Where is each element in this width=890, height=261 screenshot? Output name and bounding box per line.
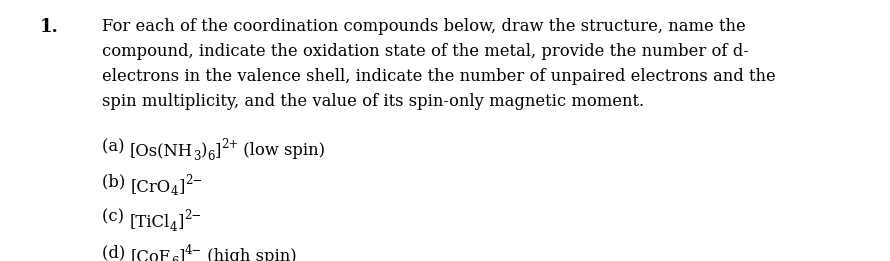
Text: [CoF: [CoF: [131, 248, 171, 261]
Text: 3: 3: [193, 150, 200, 163]
Text: (c): (c): [102, 209, 130, 226]
Text: ]: ]: [177, 213, 183, 230]
Text: (high spin): (high spin): [202, 248, 297, 261]
Text: 4: 4: [171, 186, 179, 198]
Text: 6: 6: [171, 256, 179, 261]
Text: [Os(NH: [Os(NH: [130, 143, 193, 159]
Text: 2+: 2+: [221, 138, 239, 151]
Text: 6: 6: [207, 150, 214, 163]
Text: [TiCl: [TiCl: [130, 213, 170, 230]
Text: 2−: 2−: [185, 174, 202, 187]
Text: ]: ]: [179, 248, 185, 261]
Text: 1.: 1.: [40, 18, 59, 36]
Text: [CrO: [CrO: [131, 178, 171, 195]
Text: For each of the coordination compounds below, draw the structure, name the
compo: For each of the coordination compounds b…: [102, 18, 776, 110]
Text: 2−: 2−: [183, 209, 201, 222]
Text: (b): (b): [102, 174, 131, 191]
Text: ]: ]: [179, 178, 185, 195]
Text: (a): (a): [102, 138, 130, 155]
Text: ): ): [200, 143, 207, 159]
Text: 4−: 4−: [185, 244, 202, 257]
Text: (d): (d): [102, 244, 131, 261]
Text: ]: ]: [214, 143, 221, 159]
Text: (low spin): (low spin): [239, 143, 325, 159]
Text: 4: 4: [170, 221, 177, 234]
